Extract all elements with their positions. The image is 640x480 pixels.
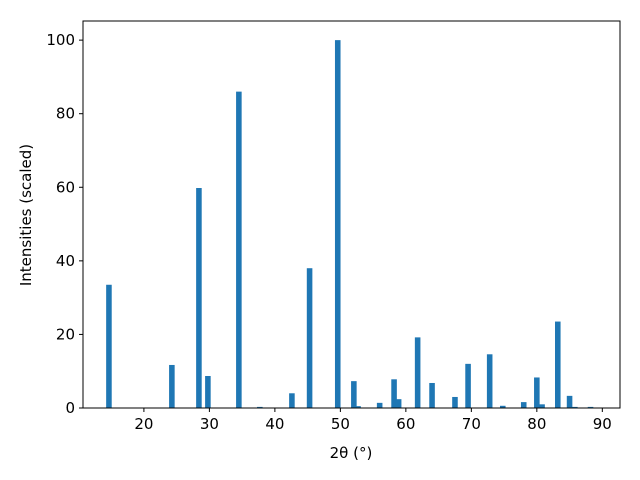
- bar: [289, 393, 295, 408]
- bar: [236, 91, 242, 409]
- plot-frame: [82, 20, 621, 409]
- bar: [306, 268, 313, 408]
- x-tick-label: 30: [200, 415, 219, 433]
- x-tick-label: 50: [331, 415, 350, 433]
- bar: [465, 363, 471, 408]
- x-tick-label: 40: [265, 415, 284, 433]
- bar: [429, 382, 435, 408]
- bar: [587, 406, 594, 408]
- y-axis-label: Intensities (scaled): [17, 144, 35, 286]
- bar: [572, 406, 578, 408]
- x-tick-label: 80: [527, 415, 546, 433]
- bar: [205, 375, 211, 408]
- y-tick-label: 60: [56, 178, 75, 196]
- bar: [539, 404, 545, 408]
- bar: [257, 406, 263, 408]
- bar: [555, 321, 561, 408]
- bar: [486, 354, 493, 408]
- bar: [169, 364, 175, 408]
- bar: [395, 399, 402, 408]
- y-tick-label: 0: [65, 399, 75, 417]
- bar: [334, 40, 341, 409]
- bar: [355, 406, 361, 408]
- x-tick-label: 20: [134, 415, 153, 433]
- bar: [452, 396, 458, 408]
- bar: [351, 381, 357, 408]
- bar: [414, 337, 421, 408]
- bar: [196, 188, 202, 408]
- bar: [499, 405, 506, 408]
- x-tick-label: 60: [396, 415, 415, 433]
- bar: [534, 377, 540, 408]
- y-tick-label: 100: [46, 31, 75, 49]
- bar: [520, 402, 527, 408]
- x-tick-label: 90: [593, 415, 612, 433]
- y-tick-label: 40: [56, 252, 75, 270]
- bar: [106, 284, 112, 408]
- bar: [391, 379, 397, 408]
- y-tick-label: 80: [56, 105, 75, 123]
- bar: [566, 395, 573, 408]
- bar: [376, 402, 383, 408]
- x-axis-label: 2θ (°): [330, 444, 373, 462]
- x-tick-label: 70: [462, 415, 481, 433]
- y-tick-label: 20: [56, 325, 75, 343]
